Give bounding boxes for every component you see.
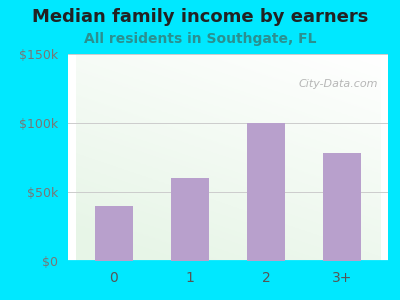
Bar (95, 206, 133, 261)
Text: Median family income by earners: Median family income by earners (32, 8, 368, 26)
Bar (323, 153, 361, 261)
Text: City-Data.com: City-Data.com (299, 79, 378, 89)
Bar (247, 123, 285, 261)
Text: All residents in Southgate, FL: All residents in Southgate, FL (84, 32, 316, 46)
Bar (171, 178, 209, 261)
